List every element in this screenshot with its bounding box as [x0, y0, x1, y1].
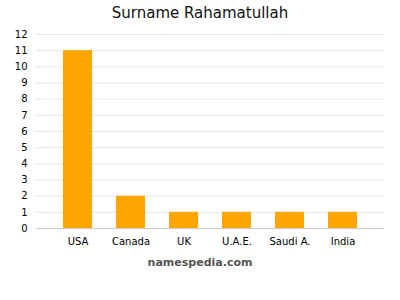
html-text:namespedia.com: namespedia.com [147, 256, 253, 269]
svg-text:4: 4 [21, 158, 27, 169]
svg-text:10: 10 [15, 61, 28, 72]
html-text:Surname Rahamatullah: Surname Rahamatullah [111, 4, 289, 22]
svg-text:5: 5 [21, 142, 27, 153]
svg-text:U.A.E.: U.A.E. [222, 236, 252, 247]
svg-text:Canada: Canada [112, 236, 150, 247]
svg-text:6: 6 [21, 126, 27, 137]
svg-text:India: India [331, 236, 356, 247]
svg-text:8: 8 [21, 93, 27, 104]
svg-text:7: 7 [21, 110, 27, 121]
svg-text:2: 2 [21, 190, 27, 201]
svg-text:USA: USA [68, 236, 89, 247]
svg-text:11: 11 [15, 45, 28, 56]
svg-text:Saudi A.: Saudi A. [270, 236, 311, 247]
svg-text:UK: UK [177, 236, 191, 247]
svg-text:1: 1 [21, 207, 27, 218]
svg-text:9: 9 [21, 77, 27, 88]
svg-text:0: 0 [21, 223, 27, 234]
svg-text:12: 12 [15, 29, 28, 40]
svg-text:3: 3 [21, 174, 27, 185]
